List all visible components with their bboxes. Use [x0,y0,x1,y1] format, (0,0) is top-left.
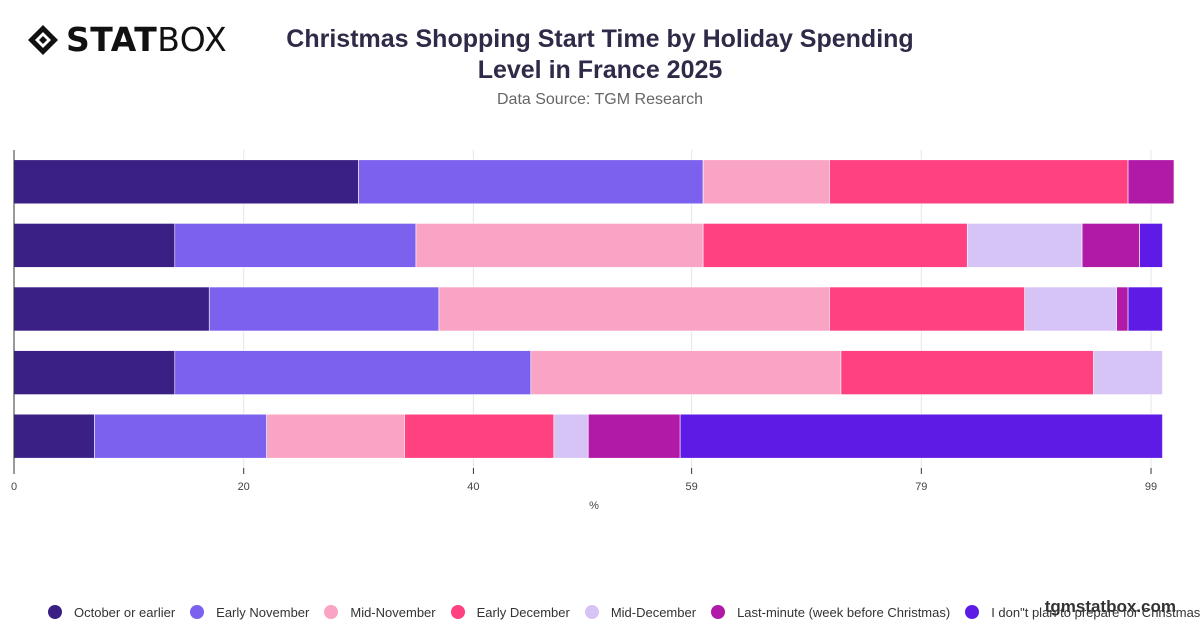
chart-legend: October or earlier Early November Mid-Nove… [48,602,1200,622]
chart-title: Christmas Shopping Start Time by Holiday… [250,24,950,86]
x-tick-label: 59 [685,481,697,493]
legend-item[interactable]: I don"t plan to prepare for Christmas [965,605,1200,620]
legend-swatch [324,605,339,619]
legend-label: Early November [216,604,310,620]
legend-label: Early December [476,604,570,620]
legend-item[interactable]: Last-minute (week before Christmas) [711,605,950,620]
bar-segment[interactable] [829,286,1025,332]
bar-segment[interactable] [1127,286,1163,332]
bar-segment[interactable] [966,223,1083,268]
chart-title-line2: Level in France 2025 [477,56,723,84]
x-axis-title: % [589,500,599,512]
bar-segment[interactable] [679,413,1163,459]
bar-segment[interactable] [1116,286,1129,332]
bar-segment[interactable] [415,223,704,268]
x-tick-label: 20 [238,481,250,493]
bar-segment[interactable] [174,350,532,395]
watermark: tgmstatbox.com [1044,597,1176,616]
bar-segment[interactable] [94,413,267,459]
bar-segment[interactable] [208,286,440,332]
bar-segment[interactable] [13,350,176,395]
logo-wordmark: STATBOX [66,22,227,58]
x-tick-label: 79 [915,481,927,493]
x-tick-label: 40 [467,481,479,493]
legend-label: October or earlier [74,604,176,620]
bar-segment[interactable] [840,350,1094,395]
x-tick-label: 0 [11,481,17,493]
bar-segment[interactable] [1127,159,1175,205]
legend-swatch [450,605,465,619]
legend-swatch [190,605,205,619]
legend-item[interactable]: Early December [450,604,570,620]
bar-segment[interactable] [1093,350,1163,395]
statbox-logo: STATBOX [26,22,227,58]
chart-subtitle: Data Source: TGM Research [496,91,703,108]
bar-segment[interactable] [266,413,405,459]
legend-item[interactable]: Mid-December [584,604,697,620]
x-tick-label: 99 [1145,481,1157,493]
bar-segment[interactable] [1024,286,1117,332]
bar-segment[interactable] [587,413,681,459]
logo-wordmark-bold: STAT [66,20,158,59]
bar-segment[interactable] [438,286,830,332]
bar-segment[interactable] [13,223,176,268]
logo-wordmark-light: BOX [157,20,228,59]
chart-title-line1: Christmas Shopping Start Time by Holiday… [286,25,914,53]
bar-segment[interactable] [702,159,830,205]
legend-swatch [965,605,980,619]
legend-swatch [584,605,599,619]
bar-segment[interactable] [829,159,1129,205]
bar-segment[interactable] [702,223,968,268]
bar-segment[interactable] [13,159,359,205]
legend-label: Mid-December [610,604,697,620]
statbox-diamond-icon [28,25,58,55]
bar-segment[interactable] [553,413,589,459]
bar-segment[interactable] [13,286,210,332]
bar-segment[interactable] [1139,223,1163,268]
legend-swatch [711,605,726,619]
legend-item[interactable]: Early November [190,605,309,620]
legend-item[interactable]: October or earlier [48,605,175,620]
legend-label: Mid-November [350,604,436,620]
bar-segment[interactable] [1081,223,1140,268]
legend-label: I don"t plan to prepare for Christmas [991,604,1200,620]
bar-segment[interactable] [13,413,95,459]
bar-segment[interactable] [404,413,555,459]
bar-segment[interactable] [358,159,704,205]
legend-label: Last-minute (week before Christmas) [737,604,951,620]
bar-segment[interactable] [530,350,842,395]
legend-swatch [48,605,62,619]
legend-item[interactable]: Mid-November [324,604,436,620]
bar-segment[interactable] [174,223,417,268]
